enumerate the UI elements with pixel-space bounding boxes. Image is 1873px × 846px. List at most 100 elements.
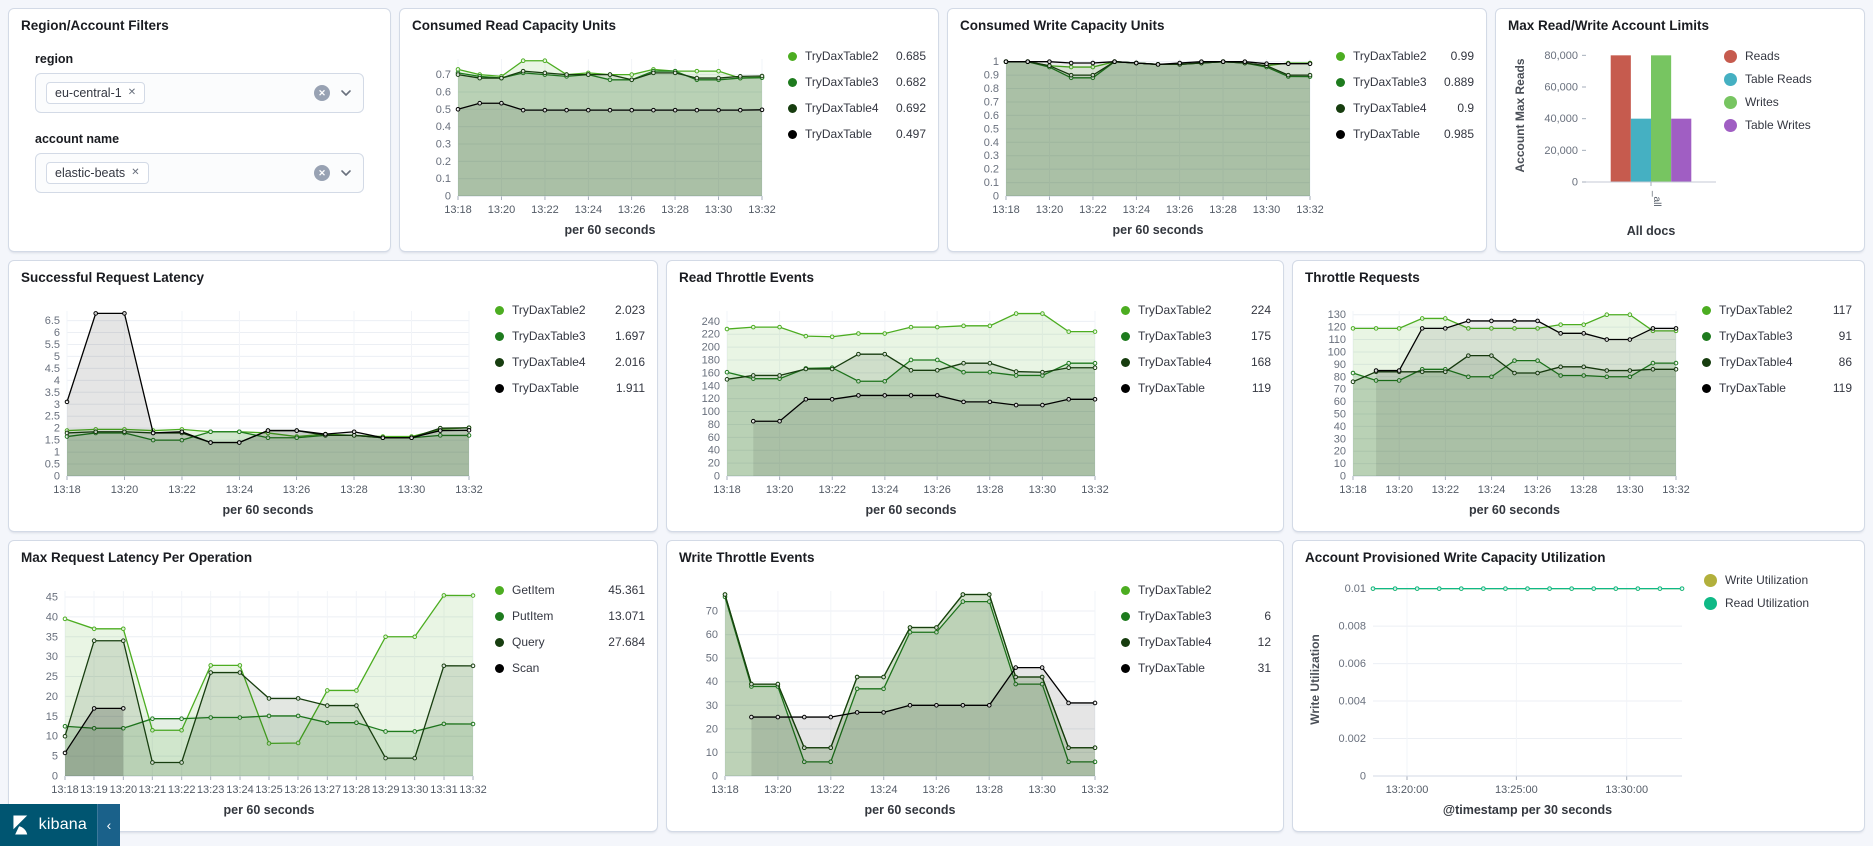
svg-text:40,000: 40,000 — [1544, 113, 1578, 125]
clear-selection-icon[interactable]: ✕ — [314, 165, 330, 181]
legend-dot — [1121, 305, 1130, 315]
legend-item-trydaxtable[interactable]: TryDaxTable 1.911 — [495, 381, 645, 395]
legend-item-trydaxtable[interactable]: TryDaxTable 0.985 — [1336, 127, 1474, 141]
chart-legend: TryDaxTable2 TryDaxTable3 6 TryDaxTable4 12 T… — [1121, 565, 1271, 822]
legend-item-trydaxtable2[interactable]: TryDaxTable2 224 — [1121, 303, 1271, 317]
legend-dot — [495, 663, 504, 673]
legend-item-reads[interactable]: Reads — [1724, 49, 1852, 63]
legend-item-trydaxtable4[interactable]: TryDaxTable4 2.016 — [495, 355, 645, 369]
svg-text:13:26: 13:26 — [1524, 484, 1552, 496]
svg-text:0.4: 0.4 — [436, 121, 451, 133]
legend-item-trydaxtable3[interactable]: TryDaxTable3 0.682 — [788, 75, 926, 89]
legend-item-trydaxtable3[interactable]: TryDaxTable3 0.889 — [1336, 75, 1474, 89]
legend-label: Writes — [1745, 95, 1779, 109]
legend-label: TryDaxTable4 — [1138, 635, 1212, 649]
legend-item-trydaxtable3[interactable]: TryDaxTable3 1.697 — [495, 329, 645, 343]
account-name-filter-field: account name elastic-beats ✕ ✕ — [21, 132, 378, 193]
legend-label: TryDaxTable2 — [1138, 583, 1212, 597]
svg-text:0.8: 0.8 — [984, 83, 999, 95]
svg-text:Account Max Reads: Account Max Reads — [1513, 58, 1527, 172]
svg-text:13:28: 13:28 — [340, 484, 368, 496]
legend-item-trydaxtable2[interactable]: TryDaxTable2 — [1121, 583, 1271, 597]
legend-value: 119 — [1251, 381, 1271, 395]
legend-item-scan[interactable]: Scan — [495, 661, 645, 675]
legend-item-write-utilization[interactable]: Write Utilization — [1704, 573, 1852, 587]
successful-request-latency-chart: 00.511.522.533.544.555.566.5 13:18 13:20 13… — [45, 311, 483, 517]
legend-item-trydaxtable4[interactable]: TryDaxTable4 12 — [1121, 635, 1271, 649]
legend-item-trydaxtable2[interactable]: TryDaxTable2 0.685 — [788, 49, 926, 63]
legend-item-trydaxtable[interactable]: TryDaxTable 0.497 — [788, 127, 926, 141]
remove-option-icon[interactable]: ✕ — [127, 87, 137, 98]
svg-text:13:26: 13:26 — [618, 204, 646, 216]
svg-text:13:32: 13:32 — [1662, 484, 1690, 496]
legend-item-trydaxtable2[interactable]: TryDaxTable2 2.023 — [495, 303, 645, 317]
panel-write-throttle-events: Write Throttle Events 0 10 20 30 40 50 60 70 13:… — [666, 540, 1284, 832]
svg-text:10: 10 — [706, 747, 718, 759]
svg-text:50: 50 — [1334, 408, 1346, 420]
legend-item-getitem[interactable]: GetItem 45.361 — [495, 583, 645, 597]
legend-item-table-writes[interactable]: Table Writes — [1724, 118, 1852, 132]
panel-title: Throttle Requests — [1305, 270, 1420, 285]
legend-label: TryDaxTable3 — [1138, 609, 1212, 623]
panel-title: Successful Request Latency — [21, 270, 205, 285]
legend-value: 175 — [1250, 329, 1271, 343]
collapse-nav-button[interactable]: ‹ — [97, 804, 120, 846]
legend-item-trydaxtable4[interactable]: TryDaxTable4 168 — [1121, 355, 1271, 369]
legend-item-trydaxtable3[interactable]: TryDaxTable3 6 — [1121, 609, 1271, 623]
svg-text:13:32: 13:32 — [1296, 204, 1324, 216]
legend-item-trydaxtable4[interactable]: TryDaxTable4 0.692 — [788, 101, 926, 115]
chevron-down-icon[interactable] — [339, 166, 353, 180]
chart-legend: TryDaxTable2 224 TryDaxTable3 175 TryDaxTabl… — [1121, 285, 1271, 522]
legend-item-trydaxtable[interactable]: TryDaxTable 119 — [1702, 381, 1852, 395]
svg-text:0.5: 0.5 — [984, 123, 999, 135]
svg-text:30: 30 — [706, 700, 718, 712]
legend-dot — [1702, 305, 1711, 315]
legend-item-trydaxtable3[interactable]: TryDaxTable3 175 — [1121, 329, 1271, 343]
svg-text:2: 2 — [54, 423, 60, 435]
svg-text:13:24: 13:24 — [1478, 484, 1506, 496]
svg-text:13:32: 13:32 — [1081, 784, 1109, 796]
legend-item-writes[interactable]: Writes — [1724, 95, 1852, 109]
svg-text:20: 20 — [46, 691, 58, 703]
panel-region-account-filters: Region/Account Filters region eu-central… — [8, 8, 391, 252]
legend-item-table-reads[interactable]: Table Reads — [1724, 72, 1852, 86]
svg-text:13:26: 13:26 — [923, 484, 951, 496]
legend-item-trydaxtable2[interactable]: TryDaxTable2 0.99 — [1336, 49, 1474, 63]
legend-item-read-utilization[interactable]: Read Utilization — [1704, 596, 1852, 610]
legend-item-trydaxtable4[interactable]: TryDaxTable4 86 — [1702, 355, 1852, 369]
panel-write-capacity-utilization: Account Provisioned Write Capacity Utili… — [1292, 540, 1865, 832]
svg-text:140: 140 — [702, 380, 720, 392]
legend-dot — [1121, 611, 1130, 621]
svg-text:60: 60 — [706, 629, 718, 641]
region-filter-field: region eu-central-1 ✕ ✕ — [21, 52, 378, 113]
legend-item-trydaxtable[interactable]: TryDaxTable 31 — [1121, 661, 1271, 675]
legend-item-trydaxtable3[interactable]: TryDaxTable3 91 — [1702, 329, 1852, 343]
svg-text:13:30: 13:30 — [705, 204, 733, 216]
legend-dot — [495, 383, 504, 393]
legend-item-trydaxtable2[interactable]: TryDaxTable2 117 — [1702, 303, 1852, 317]
chevron-down-icon[interactable] — [339, 86, 353, 100]
clear-selection-icon[interactable]: ✕ — [314, 85, 330, 101]
region-field-label: region — [35, 52, 74, 66]
legend-dot — [1336, 129, 1345, 139]
svg-text:0: 0 — [1340, 471, 1346, 483]
account-name-combobox[interactable]: elastic-beats ✕ ✕ — [35, 153, 364, 193]
legend-dot — [788, 77, 797, 87]
svg-text:0.006: 0.006 — [1338, 658, 1366, 670]
legend-dot — [1724, 49, 1737, 63]
svg-text:0: 0 — [993, 191, 999, 203]
svg-text:40: 40 — [706, 676, 718, 688]
svg-text:0.3: 0.3 — [984, 150, 999, 162]
legend-item-trydaxtable4[interactable]: TryDaxTable4 0.9 — [1336, 101, 1474, 115]
legend-item-putitem[interactable]: PutItem 13.071 — [495, 609, 645, 623]
svg-text:0: 0 — [52, 771, 58, 783]
region-combobox[interactable]: eu-central-1 ✕ ✕ — [35, 73, 364, 113]
legend-item-query[interactable]: Query 27.684 — [495, 635, 645, 649]
legend-item-trydaxtable[interactable]: TryDaxTable 119 — [1121, 381, 1271, 395]
account-name-selected-pill: elastic-beats ✕ — [46, 162, 149, 184]
svg-text:0.1: 0.1 — [984, 177, 999, 189]
svg-text:13:28: 13:28 — [975, 784, 1003, 796]
svg-text:13:26: 13:26 — [1166, 204, 1194, 216]
svg-text:40: 40 — [46, 611, 58, 623]
remove-option-icon[interactable]: ✕ — [131, 167, 140, 178]
